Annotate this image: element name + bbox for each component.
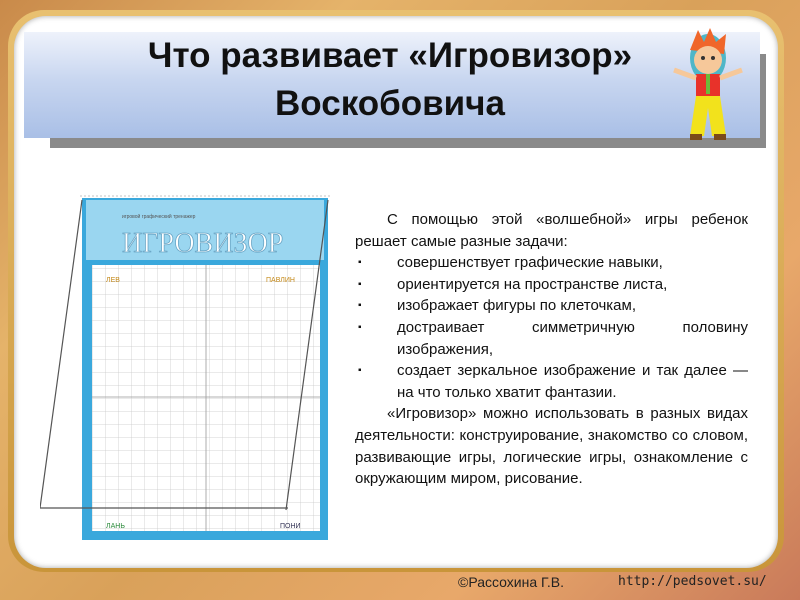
slide-title: Что развивает «Игровизор» Воскобовича (90, 32, 690, 128)
cartoon-boy-icon (673, 28, 743, 140)
corner-label-peacock: ПАВЛИН (266, 277, 295, 284)
image-heading: ИГРОВИЗОР (122, 228, 283, 259)
list-item: ориентируется на пространстве листа, (355, 274, 748, 296)
title-line-1: Что развивает «Игровизор» (147, 36, 633, 75)
igrovizor-image: игровой графический тренажер ИГРОВИЗОР Л… (40, 195, 330, 540)
list-item: изображает фигуры по клеточкам, (355, 295, 748, 317)
list-item: создает зеркальное изображение и так дал… (355, 360, 748, 403)
list-item: совершенствует графические навыки, (355, 252, 748, 274)
list-item: достраивает симметричную половину изобра… (355, 317, 748, 360)
skills-list: совершенствует графические навыки, ориен… (355, 252, 748, 403)
footer-author: ©Рассохина Г.В. (458, 574, 564, 590)
body-text: С помощью этой «волшебной» игры ребенок … (355, 209, 748, 490)
corner-label-pony: ПОНИ (280, 523, 301, 530)
closing-paragraph: «Игровизор» можно использовать в разных … (355, 405, 748, 488)
corner-label-lion: ЛЕВ (106, 277, 120, 284)
image-subtitle: игровой графический тренажер (122, 213, 196, 220)
title-line-2: Воскобовича (275, 84, 505, 123)
corner-label-doe: ЛАНЬ (106, 523, 125, 530)
intro-paragraph: С помощью этой «волшебной» игры ребенок … (355, 211, 748, 250)
title-banner (24, 32, 760, 138)
footer-url[interactable]: http://pedsovet.su/ (618, 574, 767, 589)
